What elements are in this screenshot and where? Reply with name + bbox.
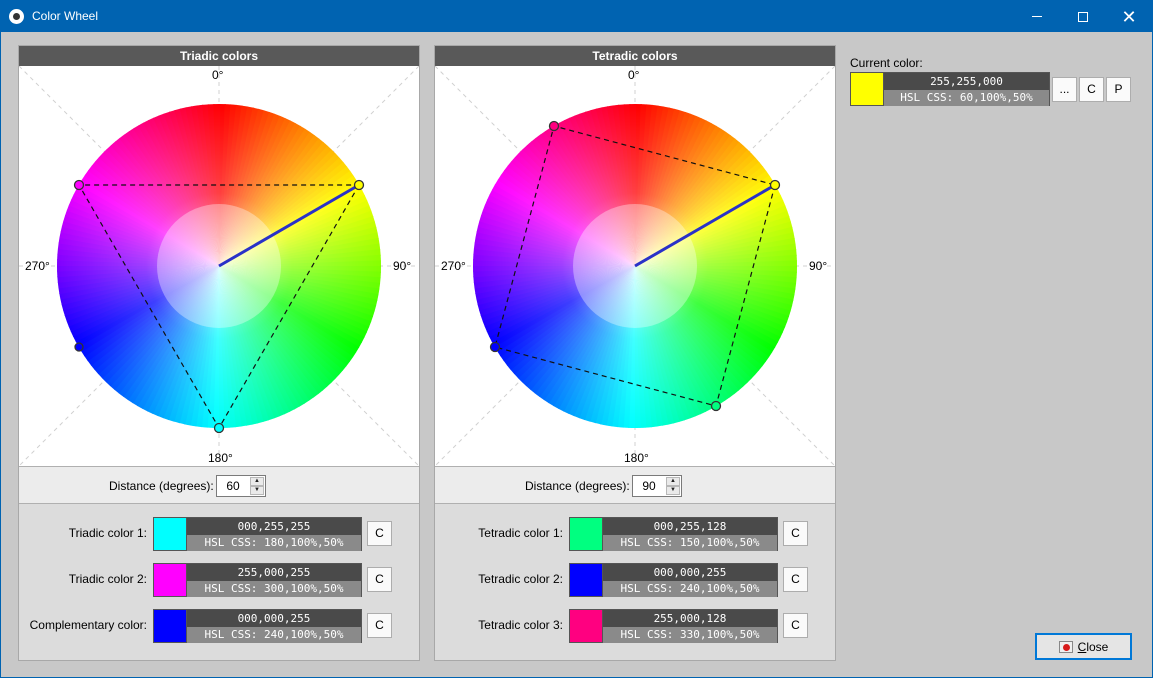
title-bar[interactable]: Color Wheel ✕ — [1, 1, 1152, 32]
copy-button[interactable]: C — [783, 521, 808, 546]
triadic-color-rows: Triadic color 1: 000,255,255 HSL CSS: 18… — [19, 504, 419, 660]
color-row-label: Complementary color: — [29, 618, 147, 632]
copy-button[interactable]: C — [367, 567, 392, 592]
deg-label-270: 270° — [25, 259, 50, 273]
color-values: 000,255,128 HSL CSS: 150,100%,50% — [602, 517, 778, 551]
color-row-label: Triadic color 2: — [68, 572, 147, 586]
list-item: Triadic color 1: 000,255,255 HSL CSS: 18… — [19, 517, 419, 551]
list-item: Complementary color: 000,000,255 HSL CSS… — [19, 609, 419, 643]
maximize-button[interactable] — [1060, 1, 1106, 32]
copy-button[interactable]: C — [367, 613, 392, 638]
maximize-icon — [1078, 11, 1088, 22]
rgb-value: 000,000,255 — [603, 564, 777, 581]
current-color-label: Current color: — [850, 56, 923, 70]
deg-label-0: 0° — [212, 68, 224, 82]
deg-label-90: 90° — [809, 259, 828, 273]
close-icon: ✕ — [1121, 6, 1137, 27]
tetradic-panel: Tetradic colors 0° 90° 180° 270° — [434, 45, 836, 661]
hsl-value: HSL CSS: 150,100%,50% — [603, 535, 777, 551]
copy-button[interactable]: C — [783, 613, 808, 638]
triadic-panel: Triadic colors 0° 90° 180° 270° D — [18, 45, 420, 661]
triadic-header: Triadic colors — [19, 46, 419, 66]
pick-color-button[interactable]: ... — [1052, 77, 1077, 102]
hsl-value: HSL CSS: 240,100%,50% — [603, 581, 777, 597]
color-values: 255,000,128 HSL CSS: 330,100%,50% — [602, 609, 778, 643]
spin-up-icon[interactable]: ▲ — [250, 477, 264, 486]
exit-icon — [1058, 640, 1073, 653]
color-swatch[interactable] — [153, 517, 187, 551]
triadic-wheel-area[interactable]: 0° 90° 180° 270° — [19, 66, 419, 466]
spin-down-icon[interactable]: ▼ — [666, 486, 680, 495]
color-swatch[interactable] — [569, 563, 603, 597]
color-values: 000,000,255 HSL CSS: 240,100%,50% — [602, 563, 778, 597]
spin-down-icon[interactable]: ▼ — [250, 486, 264, 495]
minimize-button[interactable] — [1014, 1, 1060, 32]
rgb-value: 000,255,255 — [187, 518, 361, 535]
tetradic-wheel-area[interactable]: 0° 90° 180° 270° — [435, 66, 835, 466]
current-hsl-value: HSL CSS: 60,100%,50% — [884, 90, 1049, 106]
tetradic-color-rows: Tetradic color 1: 000,255,128 HSL CSS: 1… — [435, 504, 835, 660]
rgb-value: 255,000,128 — [603, 610, 777, 627]
distance-label: Distance (degrees): — [525, 479, 630, 493]
hsl-value: HSL CSS: 300,100%,50% — [187, 581, 361, 597]
copy-button[interactable]: C — [367, 521, 392, 546]
triadic-wheel[interactable] — [19, 66, 419, 466]
spin-up-icon[interactable]: ▲ — [666, 477, 680, 486]
hsl-value: HSL CSS: 330,100%,50% — [603, 627, 777, 643]
list-item: Tetradic color 1: 000,255,128 HSL CSS: 1… — [435, 517, 835, 551]
copy-button[interactable]: C — [783, 567, 808, 592]
tetradic-header: Tetradic colors — [435, 46, 835, 66]
list-item: Triadic color 2: 255,000,255 HSL CSS: 30… — [19, 563, 419, 597]
color-row-label: Triadic color 1: — [68, 526, 147, 540]
distance-value[interactable]: 60 — [226, 479, 240, 493]
distance-label: Distance (degrees): — [109, 479, 214, 493]
tetradic-distance-spinner[interactable]: 90 ▲ ▼ — [632, 475, 682, 497]
copy-current-button[interactable]: C — [1079, 77, 1104, 102]
hsl-value: HSL CSS: 180,100%,50% — [187, 535, 361, 551]
window-title: Color Wheel — [32, 9, 99, 23]
rgb-value: 255,000,255 — [187, 564, 361, 581]
paste-button[interactable]: P — [1106, 77, 1131, 102]
color-values: 000,000,255 HSL CSS: 240,100%,50% — [186, 609, 362, 643]
current-color-values: 255,255,000 HSL CSS: 60,100%,50% — [883, 72, 1050, 106]
list-item: Tetradic color 3: 255,000,128 HSL CSS: 3… — [435, 609, 835, 643]
deg-label-0: 0° — [628, 68, 640, 82]
deg-label-180: 180° — [624, 451, 649, 465]
current-rgb-value: 255,255,000 — [884, 73, 1049, 90]
hsl-value: HSL CSS: 240,100%,50% — [187, 627, 361, 643]
rgb-value: 000,000,255 — [187, 610, 361, 627]
deg-label-180: 180° — [208, 451, 233, 465]
triadic-distance-row: Distance (degrees): 60 ▲ ▼ — [19, 466, 419, 504]
tetradic-distance-row: Distance (degrees): 90 ▲ ▼ — [435, 466, 835, 504]
color-swatch[interactable] — [569, 517, 603, 551]
current-color-swatch[interactable] — [850, 72, 884, 106]
color-swatch[interactable] — [153, 609, 187, 643]
close-button[interactable]: Close — [1035, 633, 1132, 660]
list-item: Tetradic color 2: 000,000,255 HSL CSS: 2… — [435, 563, 835, 597]
color-row-label: Tetradic color 2: — [478, 572, 563, 586]
minimize-icon — [1032, 16, 1042, 17]
close-button-label: Close — [1077, 639, 1109, 654]
color-values: 000,255,255 HSL CSS: 180,100%,50% — [186, 517, 362, 551]
deg-label-270: 270° — [441, 259, 466, 273]
deg-label-90: 90° — [393, 259, 412, 273]
paw-icon — [9, 9, 24, 24]
tetradic-wheel[interactable] — [435, 66, 835, 466]
close-window-button[interactable]: ✕ — [1106, 1, 1152, 32]
rgb-value: 000,255,128 — [603, 518, 777, 535]
color-swatch[interactable] — [153, 563, 187, 597]
color-row-label: Tetradic color 1: — [478, 526, 563, 540]
distance-value[interactable]: 90 — [642, 479, 656, 493]
triadic-distance-spinner[interactable]: 60 ▲ ▼ — [216, 475, 266, 497]
color-swatch[interactable] — [569, 609, 603, 643]
color-values: 255,000,255 HSL CSS: 300,100%,50% — [186, 563, 362, 597]
color-row-label: Tetradic color 3: — [478, 618, 563, 632]
